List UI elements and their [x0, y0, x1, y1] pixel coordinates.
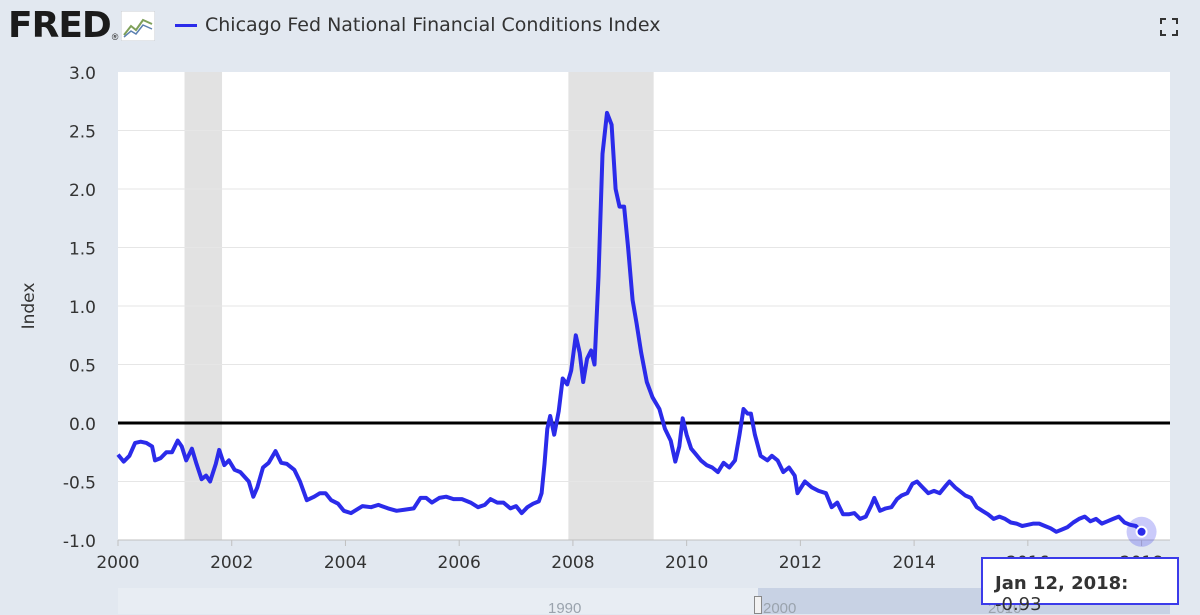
x-tick-label: 2010 — [665, 553, 708, 573]
x-tick-label: 2004 — [324, 553, 367, 573]
fred-logo[interactable]: FRED ® — [8, 5, 156, 46]
x-tick-label: 2002 — [210, 553, 253, 573]
y-tick-label: 2.0 — [69, 181, 96, 201]
y-tick-label: 1.5 — [69, 240, 96, 260]
fred-logo-registered: ® — [111, 32, 119, 42]
y-tick-label: 0.5 — [69, 357, 96, 377]
tooltip-date: Jan 12, 2018: — [995, 573, 1129, 594]
hover-marker-point — [1135, 525, 1148, 538]
y-tick-label: 0.0 — [69, 415, 96, 435]
navigator-label-1990: 1990 — [548, 600, 582, 614]
x-tick-label: 2012 — [779, 553, 822, 573]
legend-swatch — [175, 23, 197, 27]
tooltip-text: Jan 12, 2018: -0.93 — [995, 573, 1177, 615]
chart-header: FRED ® Chicago Fed National Financial Co… — [0, 0, 1200, 58]
y-tick-label: 1.0 — [69, 298, 96, 318]
data-tooltip: Jan 12, 2018: -0.93 — [981, 557, 1179, 615]
y-tick-label: -0.5 — [63, 474, 96, 494]
navigator-label-2000: 2000 — [763, 600, 797, 614]
chart-legend: Chicago Fed National Financial Condition… — [175, 14, 660, 36]
expand-icon[interactable] — [1158, 16, 1180, 38]
y-tick-label: -1.0 — [63, 532, 96, 552]
y-tick-label: 3.0 — [69, 64, 96, 84]
x-tick-label: 2006 — [438, 553, 481, 573]
tooltip-value: -0.93 — [995, 594, 1042, 615]
fred-logo-text: FRED — [8, 5, 112, 46]
x-tick-label: 2014 — [892, 553, 935, 573]
y-axis-label: Index — [19, 283, 39, 330]
x-tick-label: 2000 — [96, 553, 139, 573]
x-tick-label: 2008 — [551, 553, 594, 573]
legend-series-title: Chicago Fed National Financial Condition… — [205, 14, 661, 36]
navigator-left-handle[interactable] — [754, 596, 762, 614]
series-line — [116, 110, 1144, 534]
y-tick-label: 2.5 — [69, 123, 96, 143]
fred-chart-icon — [121, 11, 156, 41]
